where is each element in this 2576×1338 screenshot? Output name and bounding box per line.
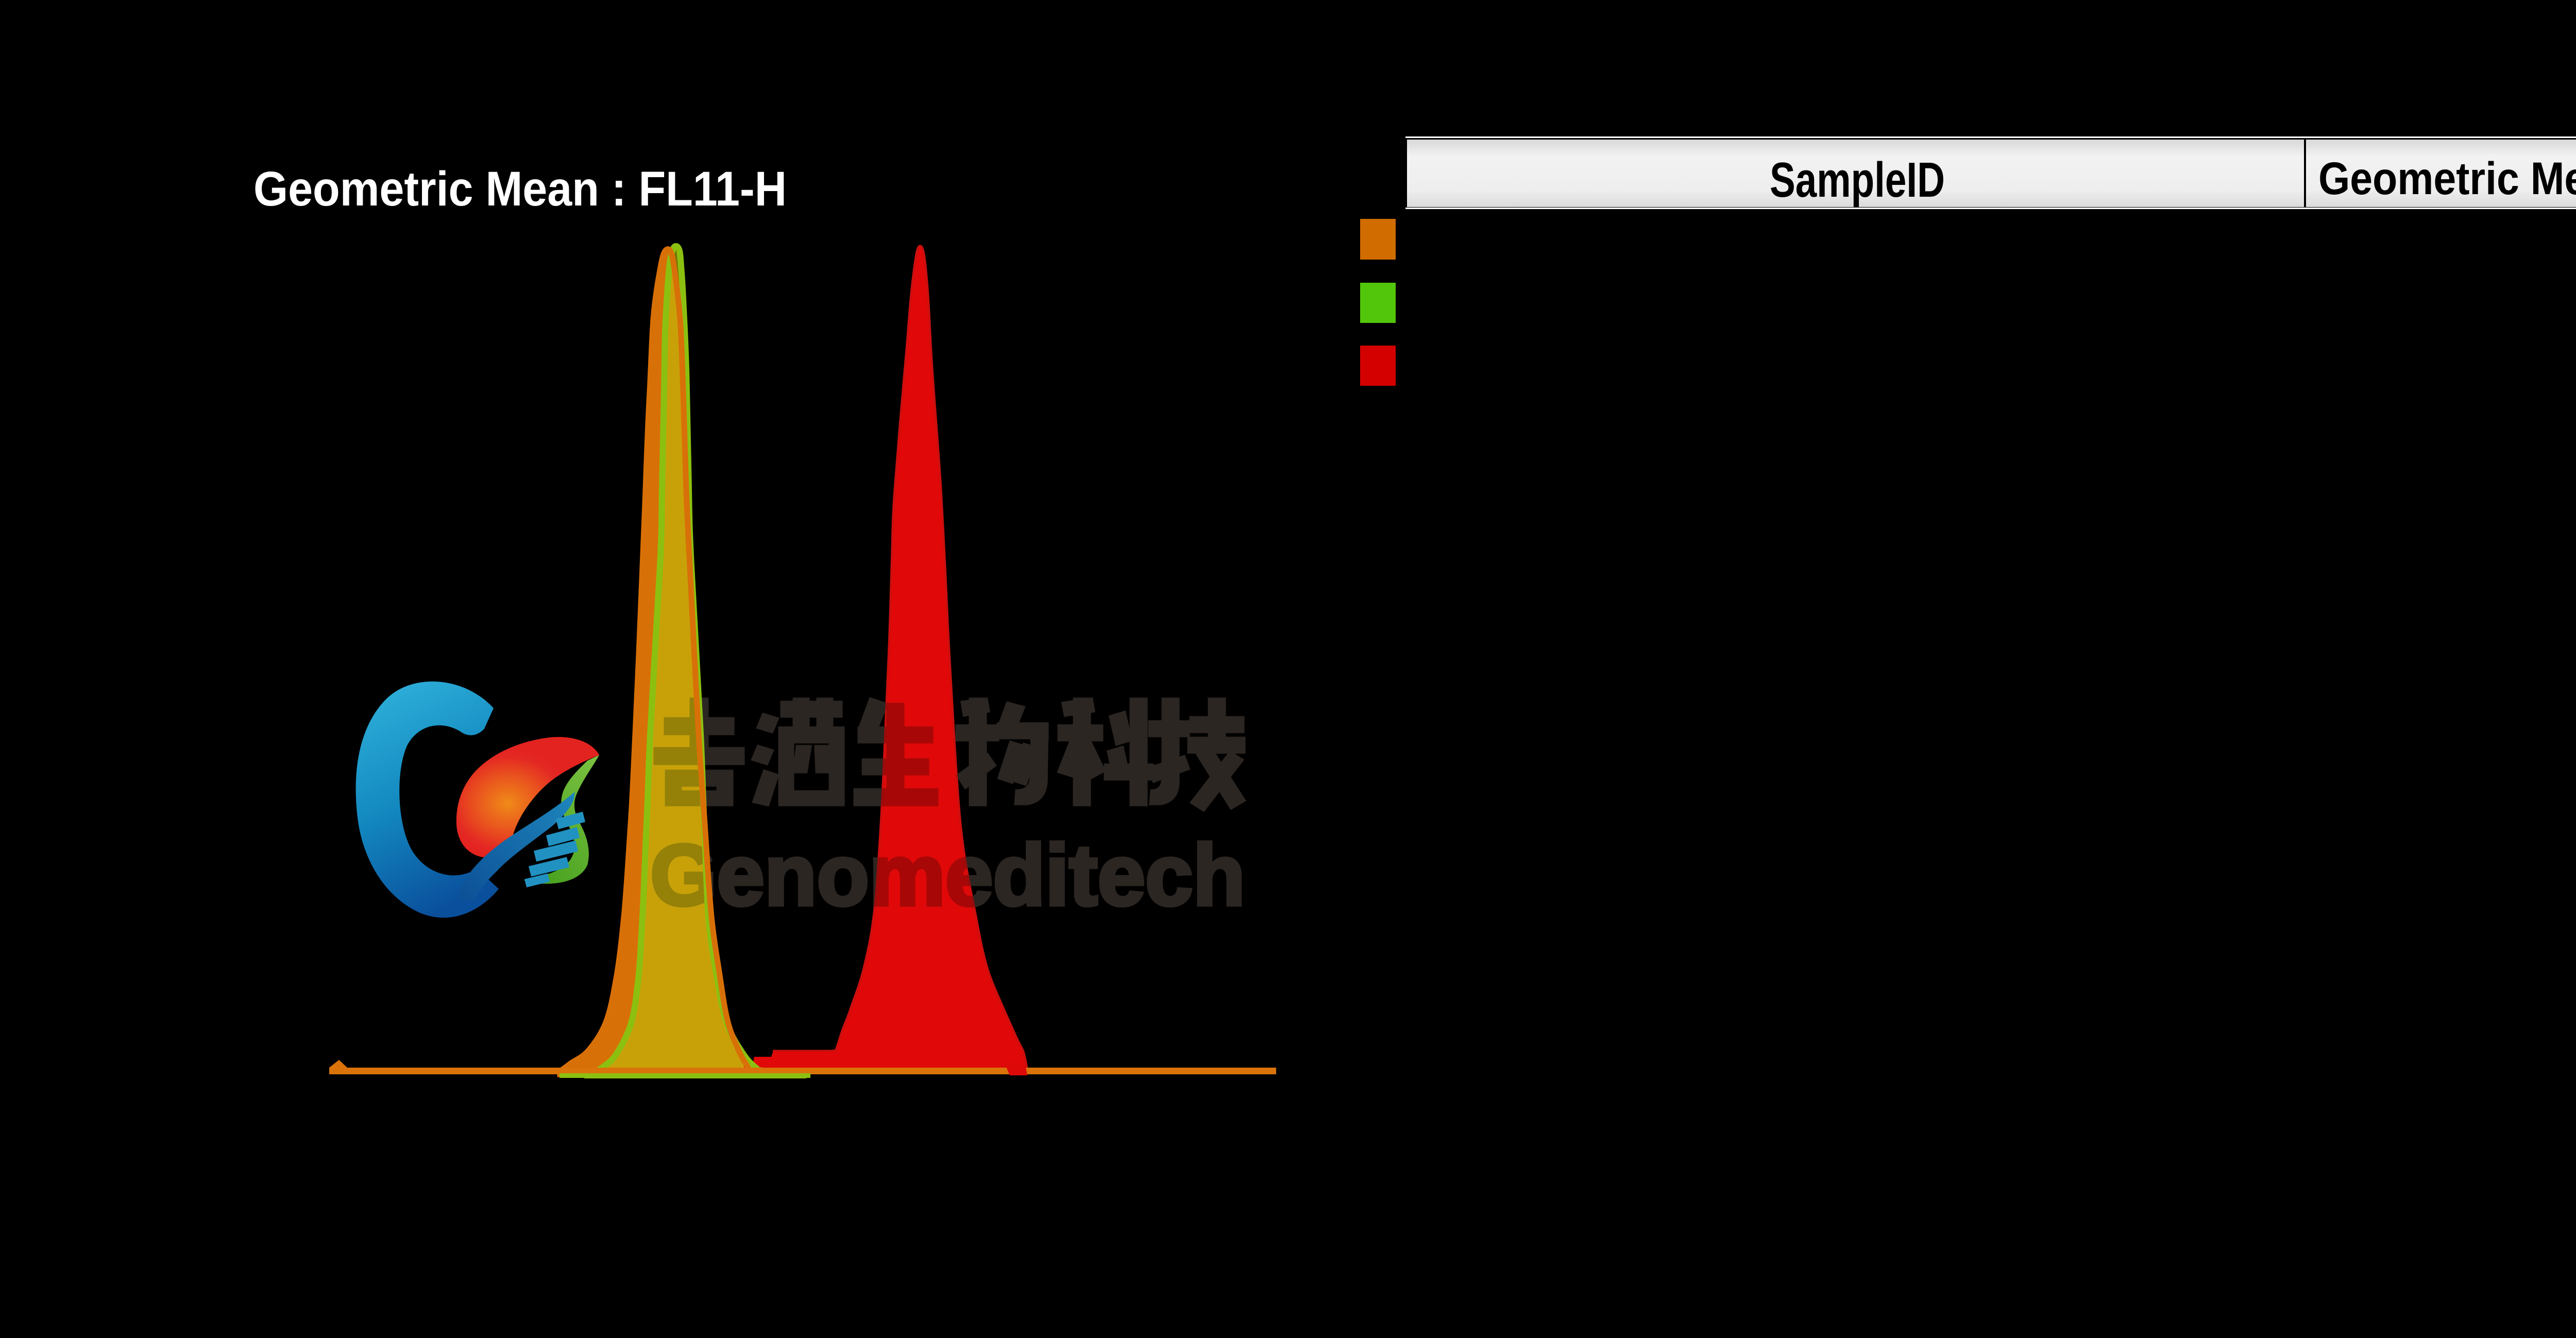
svg-text:Geometric Mean : FL11-H: Geometric Mean : FL11-H [2318,152,2576,204]
svg-text:SampleID: SampleID [1770,152,1945,208]
svg-text:Geometric Mean : FL11-H: Geometric Mean : FL11-H [253,162,787,216]
